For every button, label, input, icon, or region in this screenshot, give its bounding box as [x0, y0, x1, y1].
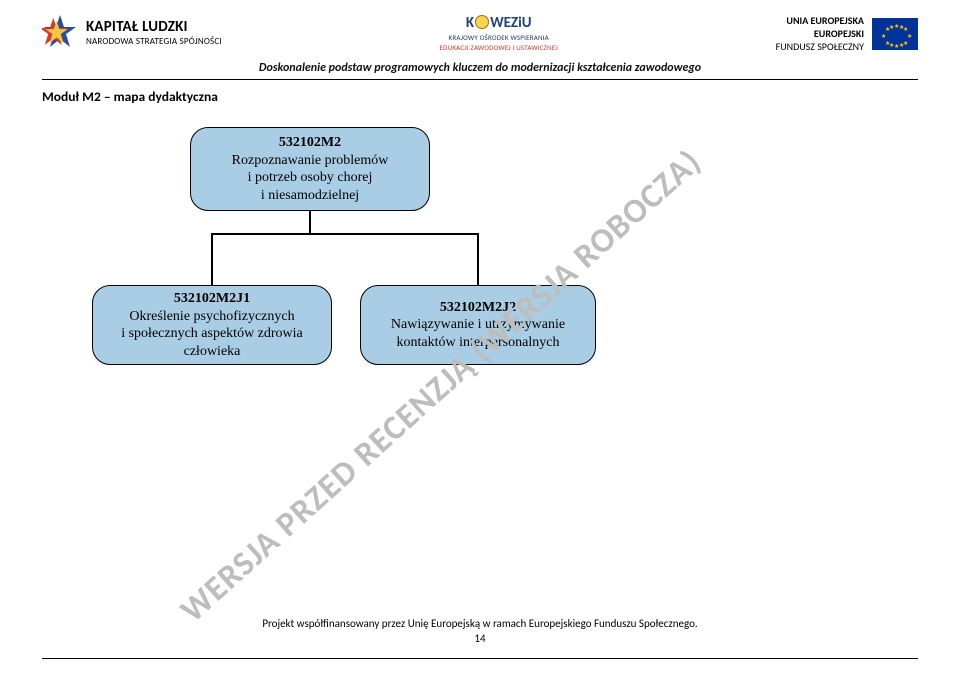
node-c2-l2: kontaktów interpersonalnych [397, 334, 560, 352]
connector [211, 233, 477, 235]
page-subtitle: Doskonalenie podstaw programowych klucze… [0, 59, 960, 79]
org-diagram: 532102M2 Rozpoznawanie problemów i potrz… [0, 105, 960, 385]
koweziu-sub2: EDUKACJI ZAWODOWEJ i USTAWICZNEJ [440, 43, 558, 52]
node-root-l2: i potrzeb osoby chorej [248, 169, 373, 187]
logo-kapital-ludzki: KAPITAŁ LUDZKI NARODOWA STRATEGIA SPÓJNO… [42, 14, 222, 50]
node-root-l3: i niesamodzielnej [261, 187, 359, 205]
connector [309, 211, 311, 233]
node-c1-l3: człowieka [184, 343, 241, 361]
kl-star-icon [42, 14, 78, 50]
footer: Projekt współfinansowany przez Unię Euro… [0, 658, 960, 665]
connector [211, 233, 213, 285]
koweziu-brand: K WEZiU [466, 14, 532, 32]
header: KAPITAŁ LUDZKI NARODOWA STRATEGIA SPÓJNO… [0, 0, 960, 59]
section-title: Moduł M2 – mapa dydaktyczna [0, 80, 960, 105]
node-c1-l2: i społecznych aspektów zdrowia [121, 325, 303, 343]
node-c2-l1: Nawiązywanie i utrzymywanie [391, 316, 565, 334]
node-child-1: 532102M2J1 Określenie psychofizycznych i… [92, 285, 332, 365]
eu-line2: EUROPEJSKI [776, 27, 864, 40]
eu-line1: UNIA EUROPEJSKA [776, 14, 864, 27]
sun-icon [475, 15, 489, 29]
footer-text: Projekt współfinansowany przez Unię Euro… [0, 617, 960, 630]
page-number: 14 [0, 632, 960, 645]
node-root: 532102M2 Rozpoznawanie problemów i potrz… [190, 127, 430, 211]
logo-eu: UNIA EUROPEJSKA EUROPEJSKI FUNDUSZ SPOŁE… [776, 14, 918, 53]
brand-before: K [466, 14, 474, 32]
node-child-2: 532102M2J2 Nawiązywanie i utrzymywanie k… [360, 285, 596, 365]
eu-line3: FUNDUSZ SPOŁECZNY [776, 40, 864, 53]
node-root-l1: Rozpoznawanie problemów [232, 152, 389, 170]
eu-flag-icon: ★★ ★★ ★★ ★★ ★★ ★★ [872, 18, 918, 50]
koweziu-sub1: KRAJOWY OŚRODEK WSPIERANIA [449, 33, 549, 42]
node-c2-code: 532102M2J2 [440, 299, 516, 317]
node-c1-l1: Określenie psychofizycznych [129, 308, 294, 326]
footer-rule [42, 658, 918, 659]
kl-subtitle: NARODOWA STRATEGIA SPÓJNOŚCI [86, 36, 222, 47]
node-root-code: 532102M2 [279, 134, 341, 152]
kl-title: KAPITAŁ LUDZKI [86, 18, 222, 36]
brand-after: WEZiU [490, 14, 531, 32]
node-c1-code: 532102M2J1 [174, 290, 250, 308]
logo-koweziu: K WEZiU KRAJOWY OŚRODEK WSPIERANIA EDUKAC… [440, 14, 558, 52]
connector [477, 233, 479, 285]
